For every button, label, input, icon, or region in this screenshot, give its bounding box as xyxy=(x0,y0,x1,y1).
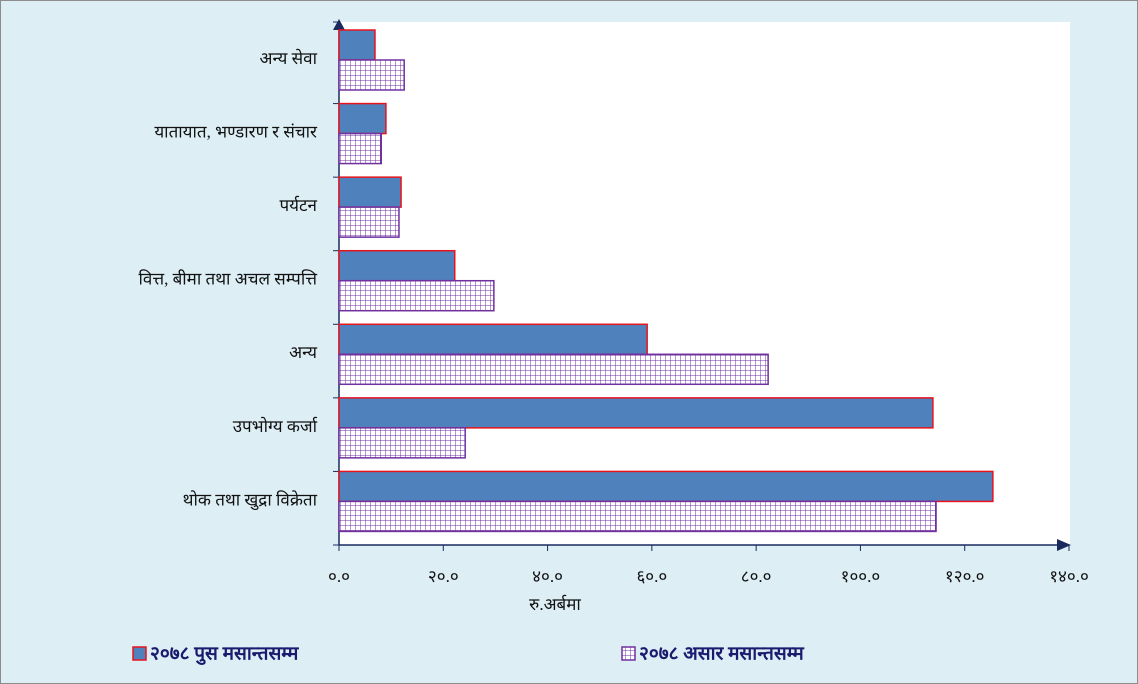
y-tick-label: उपभोग्य कर्जा xyxy=(233,416,318,436)
bar xyxy=(338,397,934,429)
x-tick-label: १४०.० xyxy=(1049,567,1089,586)
y-axis-arrow xyxy=(333,19,345,30)
x-tick-label: ८०.० xyxy=(741,567,772,586)
x-tick-label: ४०.० xyxy=(532,567,563,586)
legend-label: २०७८ असार मसान्तसम्म xyxy=(639,643,804,664)
y-tick-label: अन्य सेवा xyxy=(260,48,318,68)
bar xyxy=(338,353,769,386)
x-tick-label: ०.० xyxy=(328,567,350,586)
x-tick-label: २०.० xyxy=(428,567,459,586)
bar xyxy=(338,132,382,165)
y-tick-label: पर्यटन xyxy=(279,195,317,215)
bar xyxy=(338,470,994,503)
bar xyxy=(338,59,405,91)
y-tick-label: वित्त, बीमा तथा अचल सम्पत्ति xyxy=(138,269,317,289)
bar xyxy=(338,427,466,459)
x-tick-label: ६०.० xyxy=(636,567,667,586)
legend-label: २०७८ पुस मसान्तसम्म xyxy=(150,643,299,665)
bar xyxy=(338,102,387,135)
bar xyxy=(338,29,376,61)
bar xyxy=(338,323,648,356)
bar xyxy=(338,206,400,238)
y-tick-label: यातायात, भण्डारण र संचार xyxy=(154,122,318,141)
legend-swatch xyxy=(132,646,147,661)
bar xyxy=(338,500,937,533)
bar xyxy=(338,279,495,312)
legend-swatch xyxy=(621,646,636,661)
y-tick-label: अन्य xyxy=(289,343,318,362)
x-axis-arrow xyxy=(1057,539,1071,551)
x-tick-label: १००.० xyxy=(841,567,881,586)
bar xyxy=(338,249,456,282)
x-tick-label: १२०.० xyxy=(945,567,985,586)
x-axis-label: रु.अर्बमा xyxy=(529,594,581,614)
y-tick-label: थोक तथा खुद्रा विक्रेता xyxy=(183,489,318,510)
bar xyxy=(338,176,402,208)
